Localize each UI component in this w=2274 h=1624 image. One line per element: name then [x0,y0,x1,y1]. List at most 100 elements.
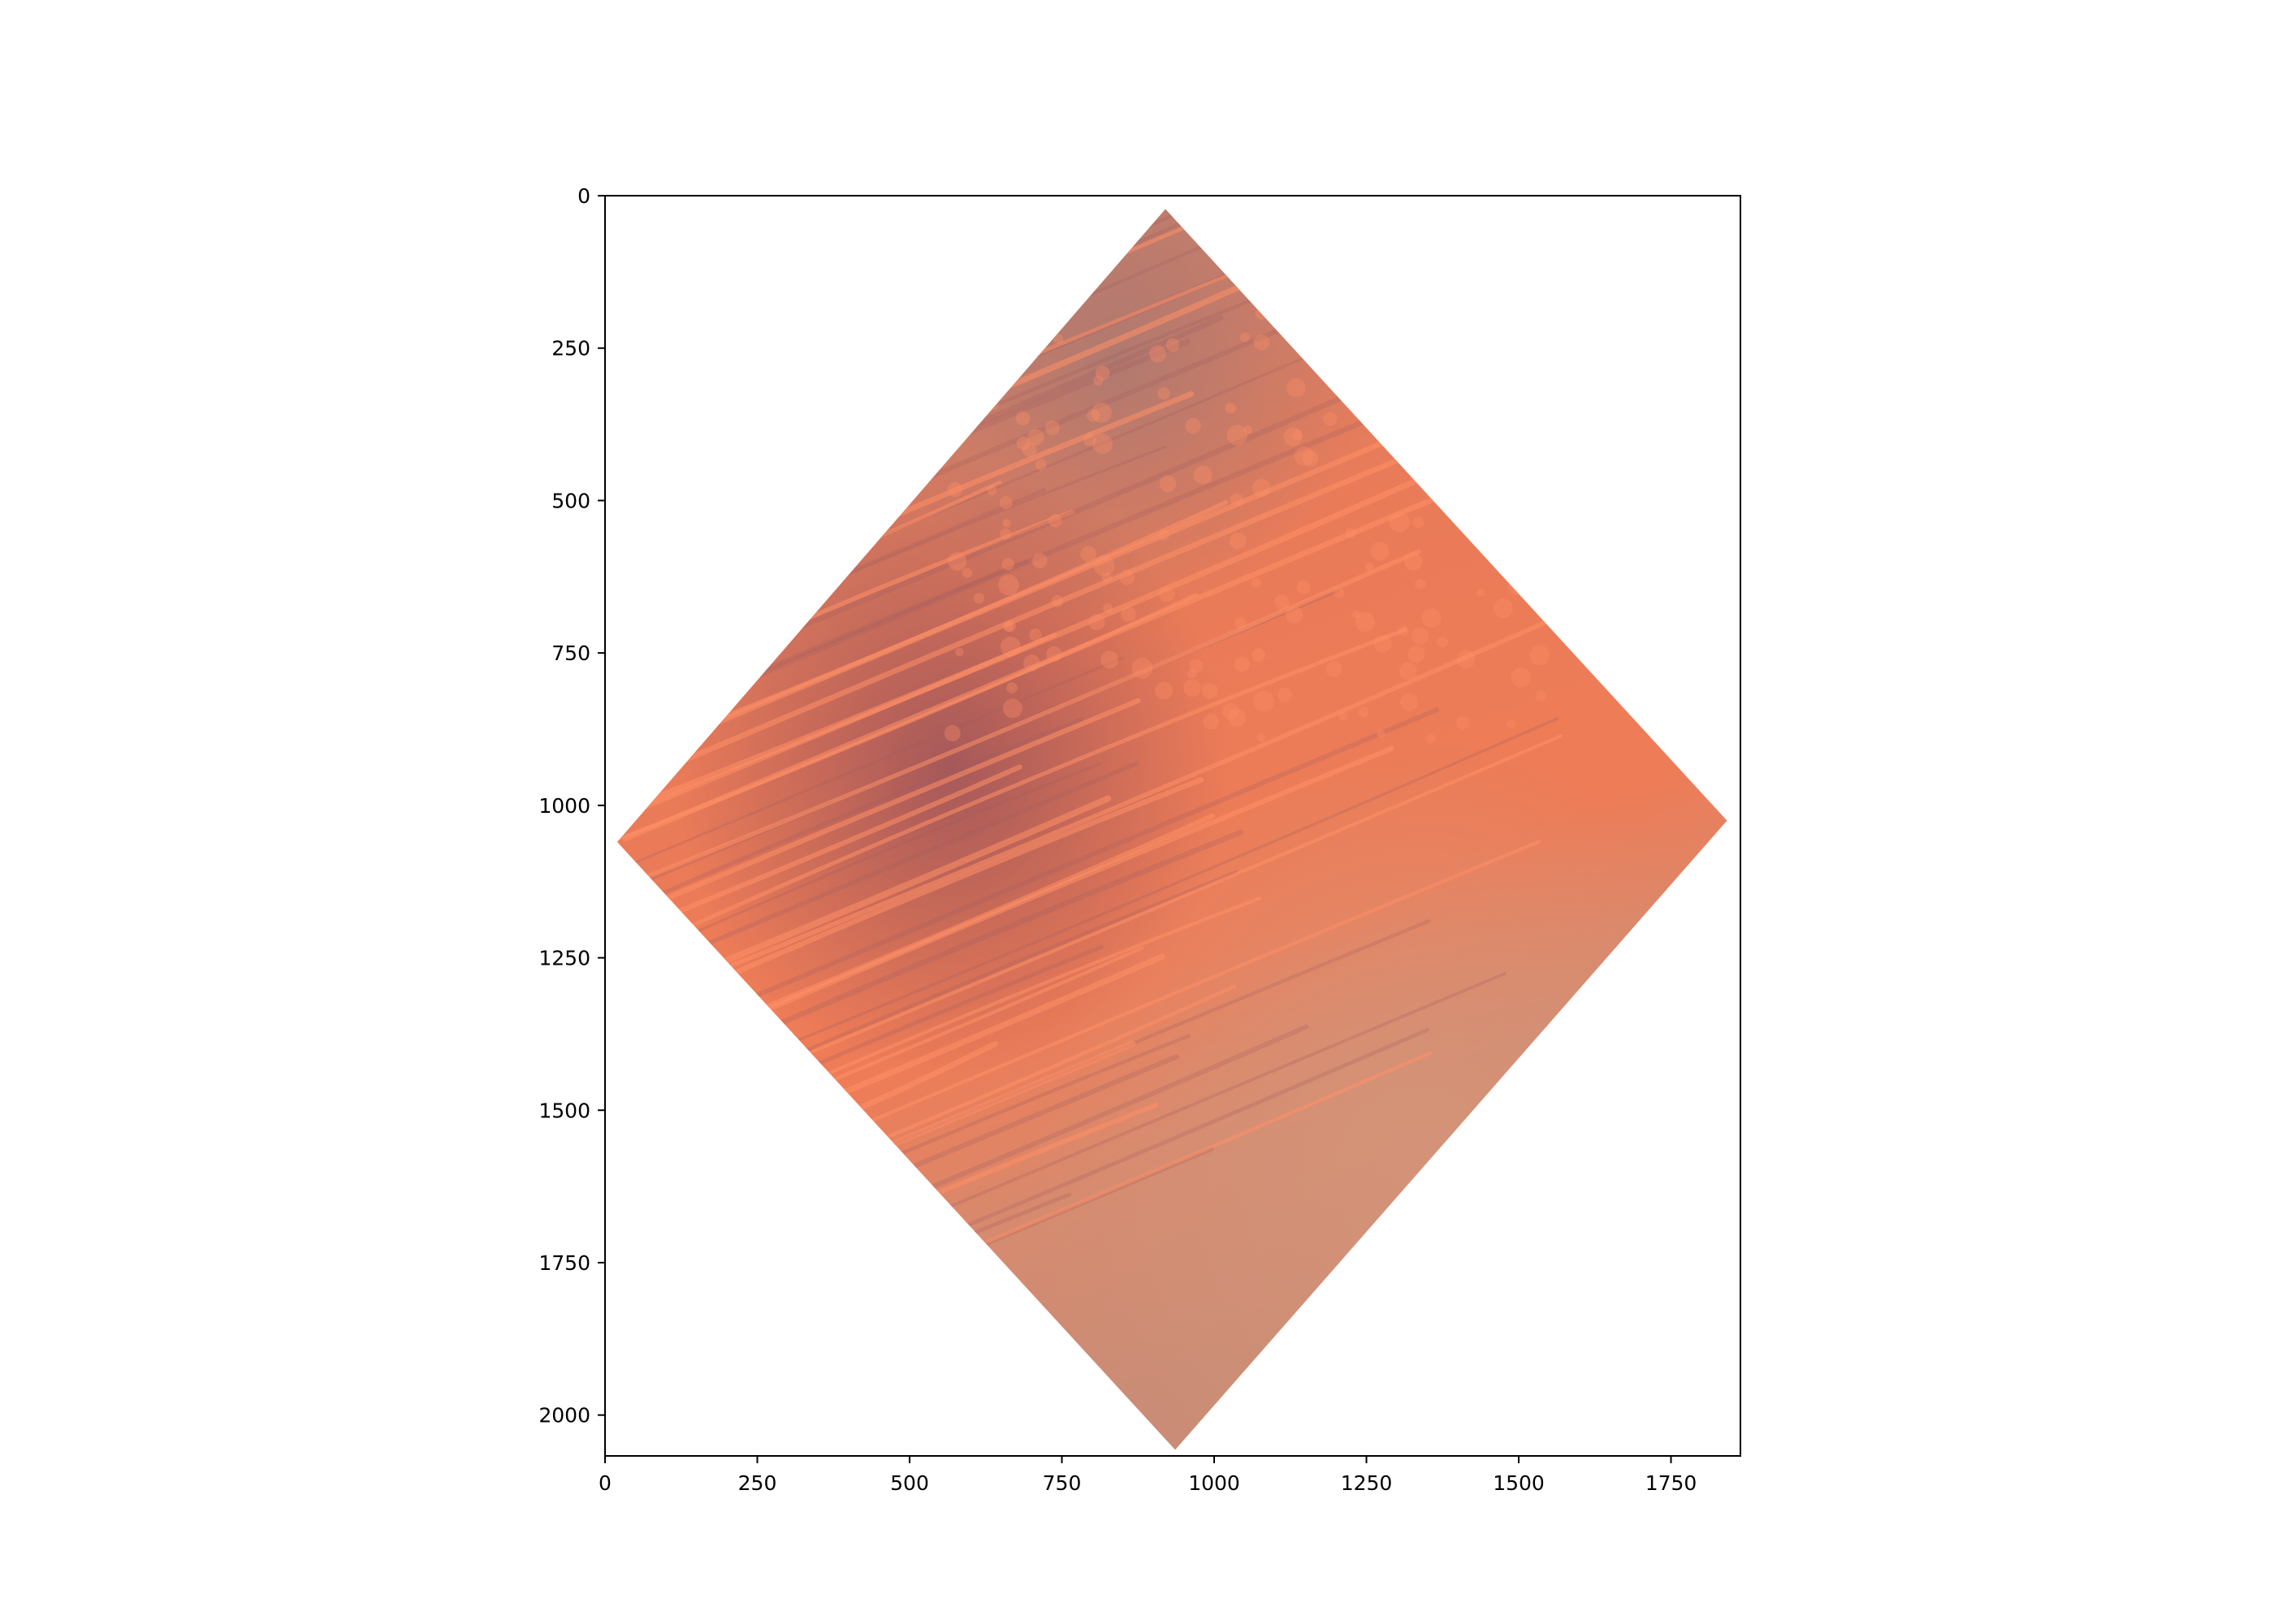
star-dune [1528,400,1549,421]
dune-ridge [633,762,1102,961]
star-dune [1253,690,1274,712]
star-dune [951,411,971,431]
star-dune [1185,417,1201,434]
star-dune [1338,711,1348,721]
star-dune [987,485,997,495]
dune-ridge [619,656,1124,870]
star-dune [1292,430,1303,441]
dune-ridge [628,698,1141,917]
star-dune [1252,478,1271,498]
star-dune [1187,668,1197,679]
dune-ridge [617,549,1421,901]
star-dune [1294,446,1314,466]
star-dune [1398,625,1409,637]
star-dune [1555,310,1564,319]
star-dune [1009,309,1019,321]
star-dune [1189,659,1204,673]
star-dune [1003,621,1014,632]
star-dune [1365,308,1386,328]
star-dune [1023,654,1040,672]
star-dune [1131,658,1153,679]
star-dune [1534,335,1554,354]
x-tick-label: 0 [599,1471,612,1495]
star-dune [1286,378,1306,398]
dune-ridge [624,1192,1072,1384]
star-dune [1405,343,1418,356]
star-dune [1101,572,1113,583]
x-tick-label: 1250 [1341,1471,1393,1495]
star-dune [1334,587,1345,598]
star-dune [1100,650,1119,669]
star-dune [1283,427,1303,447]
y-tick-label: 750 [551,641,590,665]
star-dune [1093,375,1104,386]
star-dune [1437,636,1449,648]
star-dune [1001,558,1014,571]
star-dune [1499,533,1511,545]
star-dune [973,593,985,604]
star-dune [1029,628,1042,641]
star-dune [944,725,961,741]
star-dune [948,551,967,571]
star-dune [1239,332,1250,343]
star-dune [1421,608,1442,628]
y-tick-label: 0 [577,184,590,208]
star-dune [1183,679,1201,698]
star-dune [1158,529,1169,541]
star-dune [1006,682,1018,693]
star-dune [1524,303,1537,316]
y-tick-label: 2000 [538,1404,590,1427]
star-dune [1053,334,1064,344]
star-dune [1044,421,1060,436]
star-dune [1358,706,1369,718]
star-dune [1403,552,1423,571]
star-dune [1546,418,1555,428]
star-dune [1051,594,1064,607]
star-dune [1234,617,1247,629]
star-dune [1531,495,1542,506]
star-dune [1002,519,1011,528]
star-dune [1083,432,1097,447]
star-dune [1119,569,1135,585]
star-dune [1148,345,1166,363]
x-tick-label: 1500 [1493,1471,1545,1495]
star-dune [1512,406,1531,425]
x-axis-ticks: 0 250 500 750 1000 1250 1500 1750 [599,1456,1697,1495]
star-dune [1538,459,1557,477]
star-dune [988,400,999,410]
star-dune [1004,620,1016,633]
y-axis-ticks: 0 250 500 750 1000 1250 1500 1750 2000 [538,184,605,1427]
star-dune [1000,528,1011,540]
star-dune [1165,338,1180,352]
star-dune [1456,650,1476,669]
star-dune [1355,611,1376,633]
star-dune [947,482,963,498]
star-dune [1410,455,1423,467]
star-dune [1443,464,1463,484]
x-tick-label: 500 [890,1471,929,1495]
star-dune [1159,475,1177,492]
y-tick-label: 1750 [538,1251,590,1275]
star-dune [944,388,961,405]
star-dune [1429,450,1444,464]
dune-ridge [632,605,1582,1007]
star-dune [1002,698,1022,719]
star-dune [1507,574,1528,596]
star-dune [1022,442,1037,457]
star-dune [1222,702,1239,720]
star-dune [1377,729,1386,738]
star-dune [955,382,967,394]
star-dune [1091,402,1112,423]
star-dune [1351,324,1372,344]
star-dune [1274,594,1290,610]
star-dune [1230,493,1243,507]
star-dune [1035,459,1047,471]
star-dune [1203,714,1219,730]
star-dune [1234,656,1250,672]
y-tick-label: 1250 [538,947,590,970]
star-dune [1478,397,1489,408]
star-dune [1157,387,1170,400]
star-dune [1048,513,1062,528]
star-dune [941,396,963,417]
star-dune [1500,350,1518,369]
